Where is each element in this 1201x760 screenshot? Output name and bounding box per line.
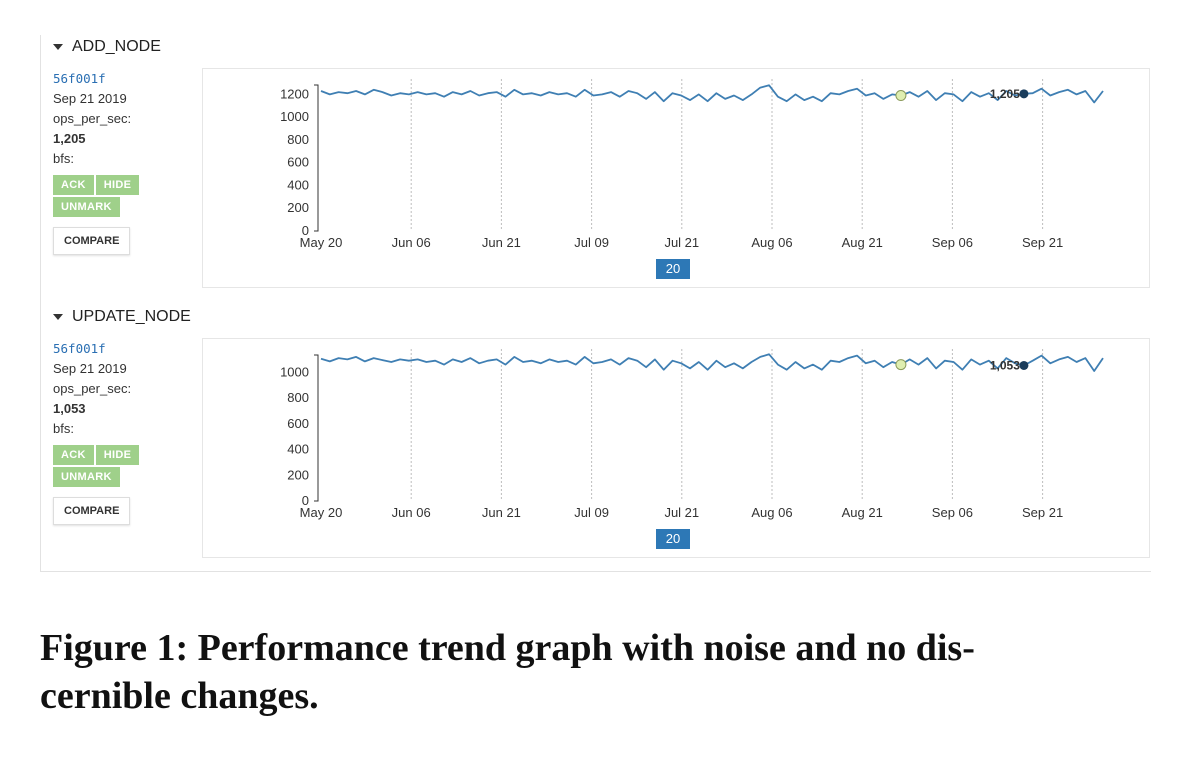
- x-tick-label: Jul 21: [664, 235, 699, 250]
- range-badge[interactable]: 20: [656, 529, 690, 549]
- x-tick-label: Jun 21: [482, 235, 521, 250]
- revision-link[interactable]: 56f001f: [53, 341, 106, 356]
- chart-area[interactable]: 0 200 400 600 800 1000 1200 May 20 Jun 06 Jun 21 J…: [202, 68, 1150, 288]
- y-tick-label: 600: [287, 155, 309, 170]
- series-line: [320, 84, 1104, 104]
- x-tick-label: May 20: [300, 235, 343, 250]
- highlight-point: [895, 90, 907, 102]
- point-date: Sep 21 2019: [53, 91, 127, 106]
- bfs-label: bfs:: [53, 421, 74, 436]
- y-axis-line: [314, 84, 319, 232]
- y-tick-label: 1000: [280, 109, 309, 124]
- panel-update-node: UPDATE_NODE 56f001f Sep 21 2019 ops_per_…: [41, 305, 1151, 563]
- metric-label: ops_per_sec:: [53, 381, 132, 396]
- compare-button[interactable]: COMPARE: [53, 227, 131, 255]
- y-tick-label: 1200: [280, 86, 309, 101]
- x-tick-label: Jun 21: [482, 505, 521, 520]
- hide-button[interactable]: HIDE: [95, 445, 140, 465]
- x-tick-label: May 20: [300, 505, 343, 520]
- y-tick-label: 400: [287, 177, 309, 192]
- unmark-button[interactable]: UNMARK: [53, 467, 120, 487]
- range-badge[interactable]: 20: [656, 259, 690, 279]
- selected-point: [1019, 360, 1029, 370]
- trend-chart[interactable]: 0 200 400 600 800 1000 1200 May 20 Jun 06 Jun 21 J…: [203, 69, 1149, 287]
- y-axis-line: [314, 354, 319, 502]
- compare-button[interactable]: COMPARE: [53, 497, 131, 525]
- caret-down-icon: [53, 314, 63, 320]
- highlight-point: [895, 359, 907, 371]
- ack-button[interactable]: ACK: [53, 175, 94, 195]
- selected-point: [1019, 89, 1029, 99]
- y-tick-label: 800: [287, 390, 309, 405]
- y-tick-label: 800: [287, 132, 309, 147]
- x-tick-label: Sep 21: [1022, 235, 1063, 250]
- x-tick-label: Jul 21: [664, 505, 699, 520]
- x-tick-label: Jun 06: [392, 235, 431, 250]
- panel-title: ADD_NODE: [72, 38, 161, 55]
- metric-value: 1,053: [53, 401, 86, 416]
- figure-caption: Figure 1: Performance trend graph with n…: [40, 624, 1160, 720]
- x-tick-label: Aug 06: [751, 505, 792, 520]
- point-info: 56f001f Sep 21 2019 ops_per_sec: 1,053 b…: [53, 339, 193, 525]
- point-info: 56f001f Sep 21 2019 ops_per_sec: 1,205 b…: [53, 69, 193, 255]
- revision-link[interactable]: 56f001f: [53, 71, 106, 86]
- bfs-label: bfs:: [53, 151, 74, 166]
- x-tick-label: Jul 09: [574, 235, 609, 250]
- hide-button[interactable]: HIDE: [95, 175, 140, 195]
- x-tick-label: Aug 21: [842, 505, 883, 520]
- x-tick-label: Sep 06: [932, 505, 973, 520]
- chart-area[interactable]: 0 200 400 600 800 1000 May 20 Jun 06 Jun 21 Jul 0…: [202, 338, 1150, 558]
- y-tick-label: 0: [302, 223, 309, 238]
- perf-dashboard: ADD_NODE 56f001f Sep 21 2019 ops_per_sec…: [40, 35, 1151, 572]
- panel-title: UPDATE_NODE: [72, 308, 191, 325]
- caption-line: Figure 1: Performance trend graph with n…: [40, 627, 975, 669]
- x-tick-label: Sep 21: [1022, 505, 1063, 520]
- y-tick-label: 400: [287, 442, 309, 457]
- y-tick-label: 1000: [280, 364, 309, 379]
- y-tick-label: 600: [287, 416, 309, 431]
- series-line: [320, 353, 1104, 372]
- x-tick-label: Jul 09: [574, 505, 609, 520]
- y-tick-label: 0: [302, 493, 309, 508]
- panel-toggle-add-node[interactable]: ADD_NODE: [53, 35, 161, 59]
- y-tick-label: 200: [287, 467, 309, 482]
- selected-point-label: 1,053: [990, 358, 1020, 372]
- x-tick-label: Sep 06: [932, 235, 973, 250]
- x-tick-label: Aug 21: [842, 235, 883, 250]
- trend-chart[interactable]: 0 200 400 600 800 1000 May 20 Jun 06 Jun 21 Jul 0…: [203, 339, 1149, 557]
- point-date: Sep 21 2019: [53, 361, 127, 376]
- caption-line: cernible changes.: [40, 675, 319, 717]
- ack-button[interactable]: ACK: [53, 445, 94, 465]
- unmark-button[interactable]: UNMARK: [53, 197, 120, 217]
- y-tick-label: 200: [287, 200, 309, 215]
- metric-value: 1,205: [53, 131, 86, 146]
- x-tick-label: Jun 06: [392, 505, 431, 520]
- caret-down-icon: [53, 44, 63, 50]
- x-tick-label: Aug 06: [751, 235, 792, 250]
- panel-add-node: ADD_NODE 56f001f Sep 21 2019 ops_per_sec…: [41, 35, 1151, 293]
- selected-point-label: 1,205: [990, 87, 1020, 101]
- metric-label: ops_per_sec:: [53, 111, 132, 126]
- panel-toggle-update-node[interactable]: UPDATE_NODE: [53, 305, 191, 329]
